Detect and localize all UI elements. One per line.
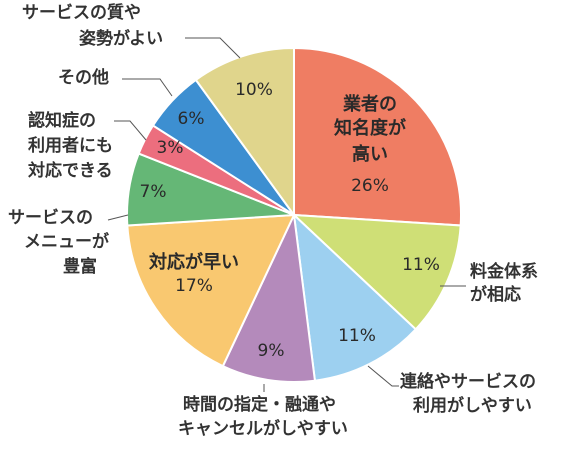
slice-name-label: が相応 — [470, 284, 521, 305]
leader-line — [367, 365, 399, 387]
slice-name-label: 利用者にも — [28, 135, 113, 156]
leader-line — [185, 37, 241, 59]
slice-percent-label: 26% — [351, 176, 389, 196]
slice-name-label: 料金体系 — [470, 261, 538, 282]
slice-percent-label: 7% — [140, 182, 167, 202]
slice-name-label: 知名度が — [334, 117, 406, 139]
slice-percent-label: 11% — [402, 255, 440, 275]
leader-line — [122, 78, 173, 97]
slice-name-label: その他 — [58, 67, 109, 88]
slice-name-label: メニューが — [24, 231, 109, 252]
slice-name-label: 認知症の — [28, 110, 96, 131]
pie-slice — [293, 46, 462, 227]
slice-name-label: サービスの質や — [22, 2, 141, 23]
slice-name-label: 利用がしやすい — [413, 395, 532, 416]
slice-name-label: 時間の指定・融通や — [183, 394, 336, 415]
pie-slices — [126, 46, 462, 383]
slice-name-label: サービスの — [8, 208, 93, 228]
slice-percent-label: 6% — [178, 109, 205, 129]
pie-slice — [126, 213, 296, 368]
slice-name-label: 業者の — [342, 93, 397, 115]
slice-percent-label: 3% — [157, 138, 184, 158]
pie-slice — [194, 46, 295, 219]
slice-percent-label: 17% — [175, 276, 213, 296]
slice-name-label: キャンセルがしやすい — [178, 418, 348, 439]
slice-percent-label: 11% — [338, 326, 376, 346]
leader-line — [114, 120, 147, 141]
leader-line — [107, 214, 129, 221]
slice-name-label: 豊富 — [63, 256, 97, 277]
slice-percent-label: 9% — [258, 341, 285, 361]
slice-name-label: 姿勢がよい — [79, 28, 163, 49]
slice-name-label: 対応が早い — [148, 251, 239, 273]
pie-slice — [221, 211, 317, 383]
pie-slice — [291, 213, 462, 331]
slice-name-label: 対応できる — [27, 160, 113, 181]
slice-percent-label: 10% — [235, 80, 273, 100]
pie-slice — [292, 212, 418, 382]
slice-name-label: 高い — [352, 143, 388, 165]
slice-name-label: 連絡やサービスの — [400, 371, 536, 392]
